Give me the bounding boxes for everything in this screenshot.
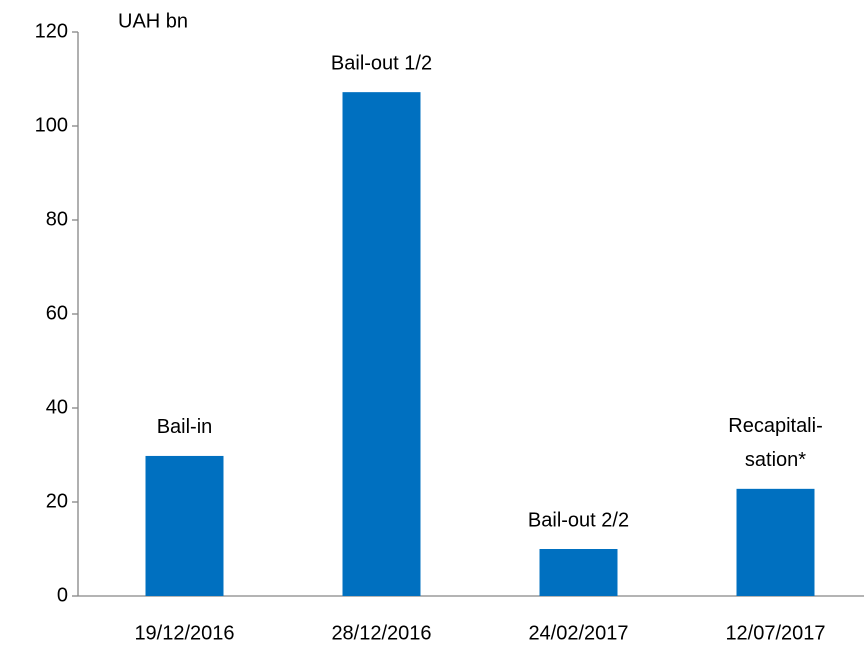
y-tick-label: 40 <box>46 396 68 418</box>
y-tick-label: 0 <box>57 584 68 606</box>
y-tick-label: 120 <box>35 20 68 42</box>
bar-label: Bail-in <box>157 416 213 438</box>
bar <box>539 549 618 596</box>
bar-label: Recapitali- <box>728 415 822 437</box>
y-tick-label: 80 <box>46 208 68 230</box>
x-tick-label: 19/12/2016 <box>134 622 234 644</box>
y-tick-label: 20 <box>46 490 68 512</box>
bar-label: sation* <box>745 449 806 471</box>
bar <box>342 92 421 596</box>
y-tick-label: 60 <box>46 302 68 324</box>
bar <box>736 488 815 596</box>
bar-label: Bail-out 2/2 <box>528 509 629 531</box>
x-tick-label: 12/07/2017 <box>725 622 825 644</box>
y-tick-label: 100 <box>35 114 68 136</box>
bar <box>145 455 224 596</box>
unit-label: UAH bn <box>118 10 188 32</box>
x-tick-label: 28/12/2016 <box>331 622 431 644</box>
x-tick-label: 24/02/2017 <box>528 622 628 644</box>
bar-label: Bail-out 1/2 <box>331 52 432 74</box>
